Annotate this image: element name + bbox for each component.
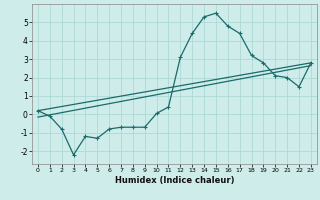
X-axis label: Humidex (Indice chaleur): Humidex (Indice chaleur) xyxy=(115,176,234,185)
